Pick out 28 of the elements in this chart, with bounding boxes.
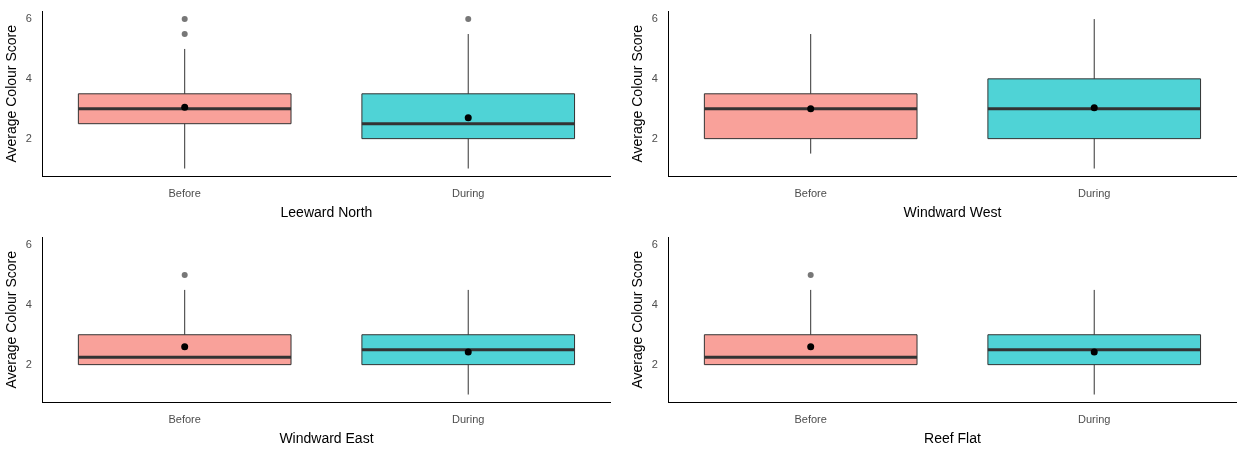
y-tick-label: 2 <box>651 131 658 144</box>
y-tick-label: 2 <box>25 357 32 370</box>
y-axis-title: Average Colour Score <box>3 250 20 389</box>
x-axis-title: Windward West <box>903 204 1002 221</box>
y-tick-label: 6 <box>25 238 32 251</box>
x-tick-label: Before <box>794 412 827 425</box>
y-tick-label: 4 <box>25 297 32 310</box>
y-axis-title: Average Colour Score <box>629 24 646 163</box>
y-tick-label: 4 <box>25 71 32 84</box>
y-axis-title: Average Colour Score <box>629 250 646 389</box>
y-axis-title: Average Colour Score <box>3 24 20 163</box>
y-tick-label: 4 <box>651 297 658 310</box>
y-tick-label: 2 <box>25 131 32 144</box>
x-axis-title: Windward East <box>279 430 374 447</box>
y-tick-label: 6 <box>651 238 658 251</box>
x-tick-label: During <box>1078 412 1111 425</box>
x-tick-label: Before <box>168 186 201 199</box>
x-axis-title: Reef Flat <box>924 430 981 447</box>
x-tick-label: Before <box>794 186 827 199</box>
x-axis-title: Leeward North <box>280 204 373 221</box>
x-tick-label: During <box>452 412 485 425</box>
y-tick-label: 6 <box>25 12 32 25</box>
y-tick-label: 4 <box>651 71 658 84</box>
x-tick-label: During <box>1078 186 1111 199</box>
y-tick-label: 2 <box>651 357 658 370</box>
x-tick-label: During <box>452 186 485 199</box>
y-tick-label: 6 <box>651 12 658 25</box>
x-tick-label: Before <box>168 412 201 425</box>
